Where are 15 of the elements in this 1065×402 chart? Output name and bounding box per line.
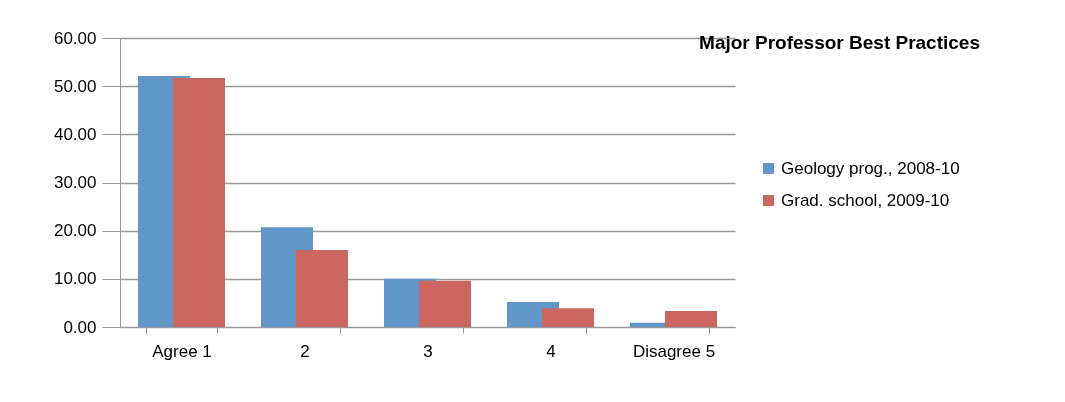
x-tick-label: Disagree 5 xyxy=(632,341,716,361)
legend-label: Grad. school, 2009-10 xyxy=(781,190,950,210)
x-tick-label: 4 xyxy=(546,341,556,361)
text: Major Professor Best Practices xyxy=(699,32,980,53)
y-tick-label: 60.00 xyxy=(53,28,97,48)
y-tick-label: 50.00 xyxy=(53,76,97,96)
y-tick-label: 20.00 xyxy=(53,221,97,241)
y-tick-label: 0.00 xyxy=(63,317,97,337)
x-tick-label: 3 xyxy=(423,341,433,361)
x-tick-label: Agree 1 xyxy=(152,341,212,361)
y-tick-label: 40.00 xyxy=(53,124,97,144)
y-tick-label: 30.00 xyxy=(53,173,97,192)
y-tick-label: 10.00 xyxy=(53,269,97,289)
legend-label: Geology prog., 2008-10 xyxy=(781,158,960,178)
x-tick-label: 2 xyxy=(300,341,310,361)
